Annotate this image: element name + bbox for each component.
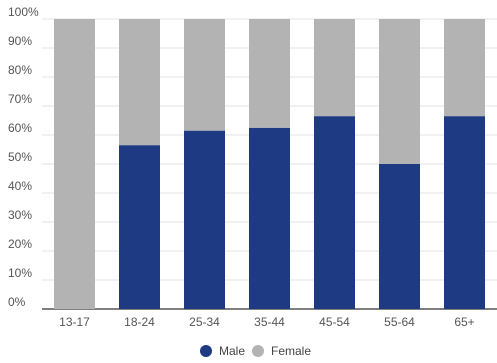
y-tick-label: 10%: [8, 266, 32, 280]
x-tick-label: 55-64: [384, 315, 415, 329]
y-tick-label: 50%: [8, 150, 32, 164]
y-tick-label: 20%: [8, 237, 32, 251]
x-tick-label: 65+: [454, 315, 474, 329]
bar-male-25-34: [184, 131, 225, 309]
bar-male-45-54: [314, 116, 355, 309]
bar-female-18-24: [119, 19, 160, 145]
y-tick-label: 90%: [8, 34, 32, 48]
x-tick-label: 13-17: [59, 315, 90, 329]
x-tick-label: 18-24: [124, 315, 155, 329]
legend-label-male: Male: [219, 344, 245, 358]
legend-swatch-female: [252, 345, 264, 357]
bar-female-45-54: [314, 19, 355, 116]
x-tick-label: 25-34: [189, 315, 220, 329]
legend-label-female: Female: [271, 344, 311, 358]
y-tick-label: 100%: [8, 5, 39, 19]
legend-swatch-male: [200, 345, 212, 357]
y-tick-label: 40%: [8, 179, 32, 193]
y-axis-labels: 0% 10% 20% 30% 40% 50% 60% 70% 80% 90% 100%: [8, 5, 39, 309]
x-axis-labels: 13-17 18-24 25-34 35-44 45-54 55-64 65+: [59, 315, 475, 329]
bar-female-13-17: [54, 19, 95, 309]
bar-male-65+: [444, 116, 485, 309]
y-tick-label: 80%: [8, 63, 32, 77]
bar-female-25-34: [184, 19, 225, 131]
x-tick-label: 45-54: [319, 315, 350, 329]
y-tick-label: 30%: [8, 208, 32, 222]
legend: Male Female: [200, 344, 311, 358]
y-tick-label: 60%: [8, 121, 32, 135]
x-tick-label: 35-44: [254, 315, 285, 329]
bar-male-35-44: [249, 128, 290, 309]
y-tick-label: 70%: [8, 92, 32, 106]
bar-female-55-64: [379, 19, 420, 164]
bar-female-35-44: [249, 19, 290, 128]
y-tick-label: 0%: [8, 295, 26, 309]
bar-male-18-24: [119, 145, 160, 309]
bar-female-65+: [444, 19, 485, 116]
bar-male-55-64: [379, 164, 420, 309]
